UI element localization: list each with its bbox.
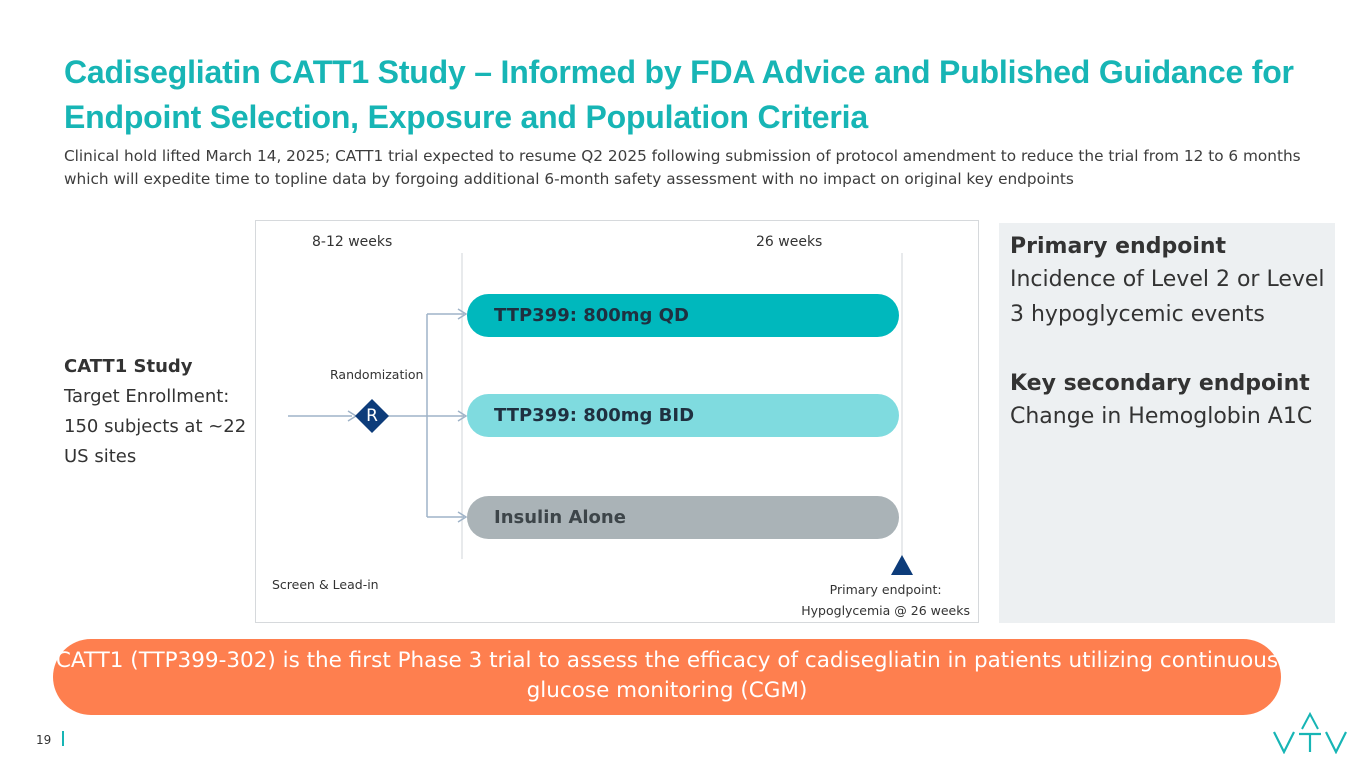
- screen-leadin-label: Screen & Lead-in: [272, 577, 379, 592]
- arrowhead-qd: [457, 308, 468, 320]
- endpoints-spacer: [1010, 332, 1325, 368]
- page-title: Cadisegliatin CATT1 Study – Informed by …: [64, 54, 1294, 135]
- primary-endpoint-note-line2: Hypoglycemia @ 26 weeks: [801, 603, 970, 618]
- arrowhead-bid: [457, 410, 468, 422]
- primary-endpoint-title: Primary endpoint: [1010, 234, 1227, 259]
- primary-endpoint-marker-icon: [891, 555, 913, 575]
- randomization-label: Randomization: [330, 367, 424, 382]
- vtv-logo-icon: [1273, 712, 1347, 754]
- randomization-diamond: [355, 399, 389, 433]
- primary-endpoint-text: Incidence of Level 2 or Level 3 hypoglyc…: [1010, 267, 1325, 327]
- arm-insulin-alone: Insulin Alone: [467, 496, 899, 539]
- treatment-duration-label: 26 weeks: [756, 234, 823, 250]
- endpoints-panel: Primary endpoint Incidence of Level 2 or…: [999, 223, 1335, 623]
- secondary-endpoint-text: Change in Hemoglobin A1C: [1010, 404, 1313, 429]
- study-design-diagram: 8-12 weeks 26 weeks Randomization R TTP3…: [255, 220, 979, 623]
- diagram-connectors: [288, 253, 913, 575]
- randomization-symbol: R: [366, 406, 378, 426]
- secondary-endpoint-title: Key secondary endpoint: [1010, 371, 1310, 396]
- arm-ttp399-bid: TTP399: 800mg BID: [467, 394, 899, 437]
- page-subtitle: Clinical hold lifted March 14, 2025; CAT…: [64, 147, 1301, 188]
- primary-endpoint-note: Primary endpoint: Hypoglycemia @ 26 week…: [801, 579, 970, 621]
- arrowhead-insulin: [457, 511, 468, 523]
- highlight-banner: CATT1 (TTP399-302) is the first Phase 3 …: [53, 639, 1281, 715]
- page-number: 19: [36, 733, 52, 747]
- primary-endpoint-note-line1: Primary endpoint:: [829, 582, 942, 597]
- study-enrollment: Target Enrollment: 150 subjects at ~22 U…: [64, 386, 247, 467]
- page-number-divider: [62, 731, 64, 746]
- arm-ttp399-qd: TTP399: 800mg QD: [467, 294, 899, 337]
- study-title: CATT1 Study: [64, 356, 193, 377]
- leadin-duration-label: 8-12 weeks: [312, 234, 393, 250]
- study-info: CATT1 Study Target Enrollment: 150 subje…: [64, 352, 264, 472]
